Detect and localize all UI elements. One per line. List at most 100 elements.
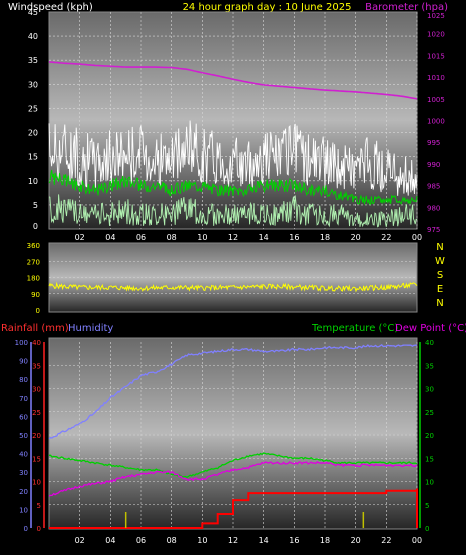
barometer-tick-label: 990 <box>427 161 440 169</box>
barometer-label: Barometer (hpa) <box>365 2 448 13</box>
wind-tick-label: 40 <box>28 32 38 41</box>
compass-label: N <box>436 242 443 253</box>
wind-direction-series <box>48 281 418 293</box>
direction-degree-ticks: 0 90 180 270 360 <box>27 242 40 315</box>
rainfall-tick-label: 5 <box>37 502 41 510</box>
temperature-tick-label: 40 <box>425 339 434 347</box>
barometer-tick-label: 995 <box>427 139 440 147</box>
dewpoint-line <box>48 461 418 497</box>
wind-minimum-line <box>48 194 418 228</box>
rainfall-tick-label: 25 <box>32 409 41 417</box>
temperature-tick-label: 15 <box>425 455 434 463</box>
humidity-tick-label: 10 <box>19 506 28 514</box>
barometer-line <box>48 61 418 100</box>
barometer-tick-label: 1020 <box>427 31 445 39</box>
temperature-tick-label: 5 <box>425 502 429 510</box>
temp-time-tick-label: 00 <box>412 536 422 545</box>
direction-tick-label: 0 <box>36 307 40 315</box>
temp-rain-grid <box>49 342 418 528</box>
wind-direction-grid <box>49 260 417 295</box>
wind-tick-label: 25 <box>28 104 38 113</box>
wind-tick-label: 0 <box>33 222 38 231</box>
humidity-label: Humidity <box>68 323 113 334</box>
temperature-tick-label: 20 <box>425 432 434 440</box>
wind-tick-label: 5 <box>33 201 38 210</box>
temp-time-tick-label: 12 <box>228 536 238 545</box>
humidity-tick-label: 0 <box>24 525 28 533</box>
temp-time-tick-label: 16 <box>289 536 299 545</box>
compass-label: E <box>437 284 443 295</box>
barometer-tick-label: 985 <box>427 183 440 191</box>
wind-time-tick-label: 00 <box>412 233 422 242</box>
temperature-axis-ticks: 0 5 10 15 20 25 30 35 40 <box>425 339 434 533</box>
wind-time-tick-label: 10 <box>197 233 207 242</box>
windspeed-axis-ticks: 0 5 10 15 20 25 30 35 40 45 <box>28 8 38 231</box>
compass-label: N <box>436 298 443 309</box>
temperature-tick-label: 35 <box>425 362 434 370</box>
temperature-line <box>49 452 418 479</box>
wind-tick-label: 35 <box>28 56 38 65</box>
humidity-tick-label: 30 <box>19 469 28 477</box>
temp-rain-plot-area <box>48 337 418 530</box>
wind-direction-line <box>48 281 418 293</box>
barometer-axis-ticks: 975 980 985 990 995 1000 1005 1010 1015 1020 1025 <box>427 12 445 234</box>
barometer-tick-label: 1010 <box>427 74 445 82</box>
rainfall-label: Rainfall (mm) <box>1 323 69 334</box>
rainfall-axis-ticks: 0 5 10 15 20 25 30 35 40 <box>32 339 41 533</box>
rainfall-tick-label: 20 <box>32 432 41 440</box>
temp-time-tick-label: 22 <box>381 536 391 545</box>
graph-day-title: 24 hour graph day : 10 June 2025 <box>183 2 352 13</box>
direction-tick-label: 90 <box>31 291 40 299</box>
humidity-tick-label: 50 <box>19 432 28 440</box>
wind-pressure-series <box>48 61 418 228</box>
barometer-tick-label: 1005 <box>427 96 445 104</box>
wind-time-tick-label: 08 <box>167 233 177 242</box>
temperature-tick-label: 30 <box>425 386 434 394</box>
wind-time-tick-label: 22 <box>381 233 391 242</box>
rainfall-tick-label: 30 <box>32 386 41 394</box>
rainfall-line <box>49 488 418 529</box>
temp-time-tick-label: 18 <box>320 536 330 545</box>
rainfall-tick-label: 15 <box>32 455 41 463</box>
wind-time-tick-label: 20 <box>351 233 361 242</box>
humidity-tick-label: 90 <box>19 358 28 366</box>
barometer-tick-label: 1000 <box>427 118 445 126</box>
dewpoint-label: Dew Point (°C) <box>395 323 466 334</box>
temp-time-tick-label: 06 <box>136 536 146 545</box>
rainfall-tick-label: 35 <box>32 362 41 370</box>
humidity-tick-label: 80 <box>19 376 28 384</box>
wind-time-axis-ticks: 02 04 06 08 10 12 14 16 18 20 22 00 <box>75 233 423 242</box>
wind-time-tick-label: 12 <box>228 233 238 242</box>
humidity-tick-label: 40 <box>19 451 28 459</box>
wind-average-line <box>48 169 418 206</box>
temp-time-tick-label: 04 <box>105 536 115 545</box>
barometer-tick-label: 1025 <box>427 12 445 20</box>
humidity-tick-label: 60 <box>19 413 28 421</box>
compass-label: S <box>437 270 443 281</box>
temperature-tick-label: 10 <box>425 479 434 487</box>
compass-label: W <box>435 256 445 267</box>
temperature-tick-label: 25 <box>425 409 434 417</box>
barometer-tick-label: 975 <box>427 226 440 234</box>
direction-tick-label: 360 <box>27 242 40 250</box>
humidity-axis-ticks: 0 10 20 30 40 50 60 70 80 90 100 <box>15 339 28 533</box>
wind-tick-label: 45 <box>28 8 38 17</box>
wind-time-tick-label: 18 <box>320 233 330 242</box>
humidity-line <box>48 343 418 440</box>
wind-pressure-grid <box>49 12 418 229</box>
wind-time-tick-label: 02 <box>75 233 85 242</box>
barometer-tick-label: 980 <box>427 204 440 212</box>
barometer-tick-label: 1015 <box>427 52 445 60</box>
temperature-tick-label: 0 <box>425 525 429 533</box>
temp-time-tick-label: 20 <box>351 536 361 545</box>
temp-time-tick-label: 14 <box>259 536 269 545</box>
rainfall-tick-label: 10 <box>32 479 41 487</box>
wind-tick-label: 20 <box>28 129 38 138</box>
windspeed-label: Windspeed (kph) <box>8 2 93 13</box>
humidity-tick-label: 100 <box>15 339 28 347</box>
wind-tick-label: 10 <box>28 177 38 186</box>
temp-rain-series <box>48 343 418 529</box>
wind-time-tick-label: 16 <box>289 233 299 242</box>
